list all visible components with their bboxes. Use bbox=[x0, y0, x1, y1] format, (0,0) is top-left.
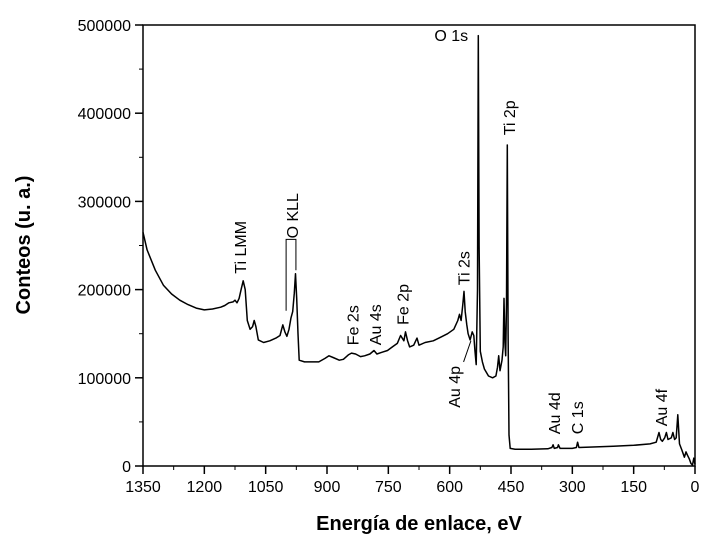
peak-label: Au 4d bbox=[547, 392, 564, 434]
y-tick-label: 200000 bbox=[78, 283, 131, 300]
peak-label: O 1s bbox=[434, 28, 468, 45]
axis-ticks bbox=[135, 24, 696, 474]
x-tick-label: 900 bbox=[314, 479, 341, 496]
x-tick-label: 750 bbox=[375, 479, 402, 496]
x-tick-label: 0 bbox=[691, 479, 700, 496]
peak-label: Ti 2s bbox=[457, 251, 474, 285]
y-tick-label: 0 bbox=[122, 459, 131, 476]
plot-frame bbox=[142, 24, 696, 467]
o-kll-bracket bbox=[285, 238, 297, 311]
peak-label: Ti LMM bbox=[233, 221, 250, 274]
x-tick-label: 300 bbox=[559, 479, 586, 496]
y-tick-label: 100000 bbox=[78, 371, 131, 388]
y-tick-label: 300000 bbox=[78, 194, 131, 211]
peak-label: C 1s bbox=[570, 401, 587, 434]
spectrum-line bbox=[142, 34, 696, 466]
y-tick-label: 500000 bbox=[78, 18, 131, 35]
peak-label: Au 4p bbox=[447, 366, 464, 408]
y-tick-label: 400000 bbox=[78, 106, 131, 123]
x-tick-label: 1350 bbox=[125, 479, 161, 496]
peak-label: Ti 2p bbox=[502, 100, 519, 135]
peak-label: Au 4s bbox=[368, 304, 385, 345]
peak-label: Fe 2s bbox=[345, 305, 362, 345]
tick-labels: 1350 1200 1050 900 750 600 450 300 150 0 0 100000 20… bbox=[78, 18, 700, 496]
bracket-path bbox=[285, 238, 297, 311]
peak-annotations: Ti LMM O KLL Fe 2s Au 4s Fe 2p Ti 2s Au 4p O 1s… bbox=[233, 28, 671, 434]
peak-label: Au 4f bbox=[654, 388, 671, 426]
x-tick-label: 1050 bbox=[248, 479, 284, 496]
x-tick-label: 600 bbox=[436, 479, 463, 496]
x-axis-title: Energía de enlace, eV bbox=[316, 513, 522, 535]
peak-label: Fe 2p bbox=[396, 284, 413, 325]
x-tick-label: 1200 bbox=[187, 479, 223, 496]
au-4p-leader-line bbox=[463, 340, 472, 363]
x-tick-label: 150 bbox=[620, 479, 647, 496]
peak-label: O KLL bbox=[285, 193, 302, 238]
y-axis-title: Conteos (u. a.) bbox=[13, 176, 35, 315]
x-tick-label: 450 bbox=[498, 479, 525, 496]
